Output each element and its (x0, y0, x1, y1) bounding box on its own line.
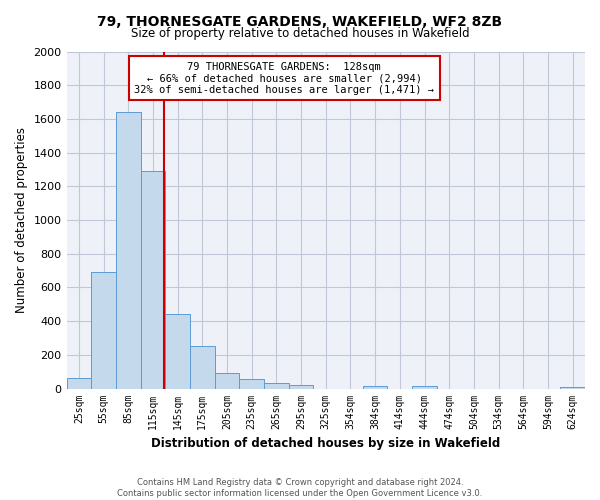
Bar (116, 112, 140, 388)
Text: Size of property relative to detached houses in Wakefield: Size of property relative to detached ho… (131, 28, 469, 40)
Bar (140, 171, 165, 388)
Text: Contains HM Land Registry data © Crown copyright and database right 2024.
Contai: Contains HM Land Registry data © Crown c… (118, 478, 482, 498)
Bar (67, 378, 91, 388)
Bar (289, 385, 313, 388)
Bar (165, 314, 190, 388)
Text: 79 THORNESGATE GARDENS:  128sqm
← 66% of detached houses are smaller (2,994)
32%: 79 THORNESGATE GARDENS: 128sqm ← 66% of … (134, 62, 434, 95)
Y-axis label: Number of detached properties: Number of detached properties (15, 127, 28, 313)
Bar (215, 374, 239, 388)
Bar (560, 387, 585, 388)
Bar (363, 386, 388, 388)
Bar (264, 384, 289, 388)
Bar (239, 380, 264, 388)
Text: 79, THORNESGATE GARDENS, WAKEFIELD, WF2 8ZB: 79, THORNESGATE GARDENS, WAKEFIELD, WF2 … (97, 15, 503, 29)
Bar (190, 346, 215, 389)
X-axis label: Distribution of detached houses by size in Wakefield: Distribution of detached houses by size … (151, 437, 500, 450)
Bar (412, 386, 437, 388)
Bar (91, 272, 116, 388)
